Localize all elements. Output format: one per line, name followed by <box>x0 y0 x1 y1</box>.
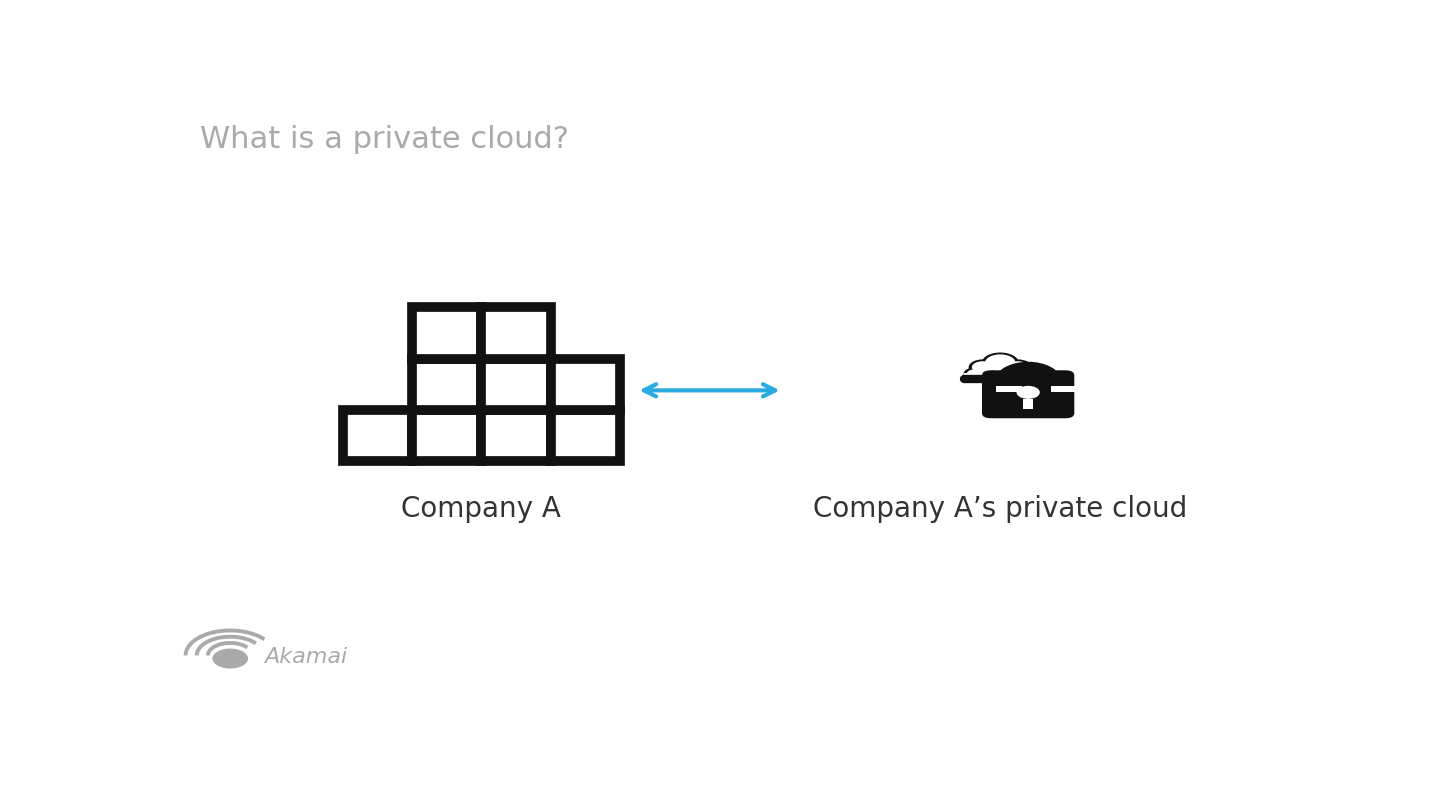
Circle shape <box>966 369 984 378</box>
Bar <box>412 359 481 410</box>
Circle shape <box>972 361 994 373</box>
Circle shape <box>1004 360 1032 375</box>
Circle shape <box>988 367 1012 381</box>
Circle shape <box>969 360 996 375</box>
Text: Company A’s private cloud: Company A’s private cloud <box>814 495 1188 523</box>
Text: Akamai: Akamai <box>264 647 347 667</box>
Circle shape <box>982 352 1020 373</box>
Bar <box>481 359 550 410</box>
Bar <box>996 386 1022 392</box>
Bar <box>550 410 619 461</box>
Circle shape <box>1018 369 1034 378</box>
Circle shape <box>1014 368 1037 380</box>
Text: What is a private cloud?: What is a private cloud? <box>200 126 569 154</box>
FancyBboxPatch shape <box>982 370 1074 418</box>
Circle shape <box>963 368 986 380</box>
Bar <box>481 410 550 461</box>
Bar <box>412 307 481 359</box>
Bar <box>1024 399 1032 409</box>
Bar <box>550 359 619 410</box>
Text: Company A: Company A <box>402 495 562 523</box>
Bar <box>965 373 1037 379</box>
Circle shape <box>1017 386 1040 399</box>
Circle shape <box>985 354 1015 372</box>
Bar <box>412 410 481 461</box>
Circle shape <box>212 649 248 668</box>
Bar <box>1051 386 1077 392</box>
Circle shape <box>1007 361 1028 373</box>
Bar <box>481 307 550 359</box>
Circle shape <box>991 369 1009 379</box>
Bar <box>343 410 412 461</box>
